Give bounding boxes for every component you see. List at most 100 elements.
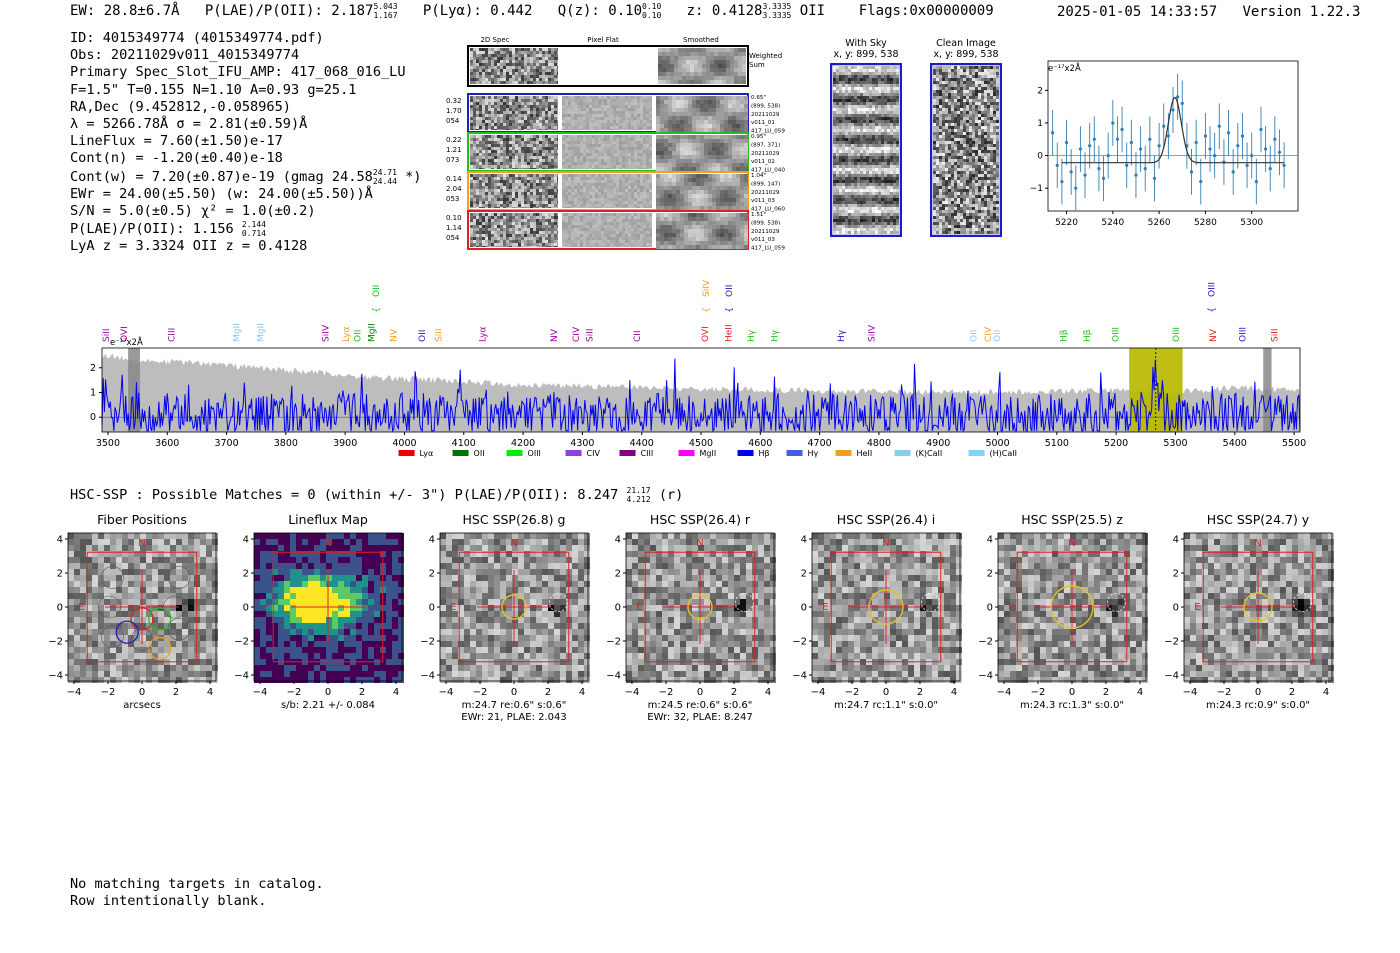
- cutout-pixel: [572, 671, 578, 677]
- lineflux-pixel: [356, 551, 362, 557]
- compass-e: E: [1194, 602, 1200, 613]
- cutout-pixel: [104, 677, 110, 683]
- cutout-pixel: [572, 635, 578, 641]
- cutout-pixel: [1046, 611, 1052, 617]
- cutout-pixel: [1322, 551, 1328, 557]
- cutout-pixel: [482, 593, 488, 599]
- cutout-pixel: [1298, 611, 1304, 617]
- lineflux-pixel: [320, 617, 326, 623]
- cutout-pixel: [626, 647, 632, 653]
- cutout-pixel: [1004, 587, 1010, 593]
- cutout-pixel: [656, 629, 662, 635]
- cutout-pixel: [1190, 641, 1196, 647]
- cutout-pixel: [956, 665, 962, 671]
- cutout-pixel: [908, 617, 914, 623]
- lineflux-pixel: [338, 557, 344, 563]
- lineflux-pixel: [290, 575, 296, 581]
- fiber-circle-neighbor: [98, 595, 121, 619]
- lineflux-pixel: [386, 659, 392, 665]
- lineflux-pixel: [362, 569, 368, 575]
- cutout-pixel: [740, 563, 746, 569]
- cutout-pixel: [1028, 545, 1034, 551]
- cutout-pixel: [950, 545, 956, 551]
- cutout-pixel: [1202, 545, 1208, 551]
- cutout-pixel: [1184, 617, 1190, 623]
- cutout-pixel: [668, 605, 674, 611]
- compass-n: N: [510, 538, 517, 549]
- hsc-panel-caption: arcsecs: [123, 700, 161, 711]
- cutout-pixel: [506, 653, 512, 659]
- cutout-pixel: [770, 647, 776, 653]
- cutout-pixel: [1268, 563, 1274, 569]
- cutout-pixel: [74, 575, 80, 581]
- cutout-pixel: [764, 635, 770, 641]
- cutout-pixel: [1274, 623, 1280, 629]
- cutout-pixel: [1010, 539, 1016, 545]
- cutout-pixel: [74, 659, 80, 665]
- cutout-pixel: [812, 545, 818, 551]
- lineflux-pixel: [392, 575, 398, 581]
- cutout-pixel: [950, 635, 956, 641]
- cutout-pixel: [728, 617, 734, 623]
- cutout-pixel: [1238, 569, 1244, 575]
- cutout-pixel: [110, 563, 116, 569]
- cutout-pixel: [698, 677, 704, 683]
- cutout-pixel: [1040, 605, 1046, 611]
- cutout-pixel: [458, 653, 464, 659]
- lineflux-pixel: [332, 653, 338, 659]
- cutout-pixel: [668, 611, 674, 617]
- cutout-pixel: [770, 587, 776, 593]
- cutout-pixel: [662, 677, 668, 683]
- cutout-pixel: [1232, 551, 1238, 557]
- fit-point: [1101, 176, 1106, 180]
- cutout-pixel: [128, 665, 134, 671]
- lineflux-pixel: [344, 641, 350, 647]
- cutout-pixel: [884, 551, 890, 557]
- cutout-pixel: [842, 533, 848, 539]
- cutout-pixel: [1196, 605, 1202, 611]
- cutout-pixel: [662, 641, 668, 647]
- cutout-pixel: [452, 647, 458, 653]
- cutout-pixel: [878, 653, 884, 659]
- cutout-pixel: [1124, 665, 1130, 671]
- header-summary: EW: 28.8±6.7Å P(LAE)/P(OII): 2.187 5.043 1…: [70, 2, 994, 20]
- lineflux-pixel: [350, 557, 356, 563]
- cutout-pixel: [1118, 557, 1124, 563]
- cutout-pixel: [626, 629, 632, 635]
- cutout-pixel: [1196, 677, 1202, 683]
- cutout-pixel: [650, 539, 656, 545]
- cutout-pixel: [650, 671, 656, 677]
- cutout-pixel: [584, 653, 590, 659]
- lineflux-pixel: [290, 593, 296, 599]
- cutout-pixel: [188, 611, 194, 617]
- cutout-pixel: [1298, 677, 1304, 683]
- header-z-suffix: OII: [799, 3, 826, 19]
- emission-line-label-text: OVI: [701, 326, 711, 342]
- cutout-pixel: [1286, 647, 1292, 653]
- cutout-pixel: [824, 623, 830, 629]
- cutout-pixel: [206, 533, 212, 539]
- cutout-pixel: [518, 599, 524, 605]
- cutout-pixel: [632, 635, 638, 641]
- cutout-pixel: [1316, 545, 1322, 551]
- cutout-pixel: [1118, 545, 1124, 551]
- hsc-panel-caption: s/b: 2.21 +/- 0.084: [281, 700, 375, 711]
- cutout-pixel: [122, 599, 128, 605]
- cutout-pixel: [848, 545, 854, 551]
- fit-point: [1189, 170, 1194, 174]
- cutout-pixel: [1130, 533, 1136, 539]
- cutout-pixel: [164, 575, 170, 581]
- cutout-pixel: [1250, 551, 1256, 557]
- hsc-xtick-label: 2: [917, 687, 923, 698]
- cutout-pixel: [1136, 605, 1142, 611]
- cutout-pixel: [740, 593, 746, 599]
- cutout-pixel: [836, 635, 842, 641]
- lineflux-pixel: [272, 647, 278, 653]
- cutout-pixel: [860, 551, 866, 557]
- cutout-pixel: [1202, 647, 1208, 653]
- cutout-pixel: [554, 551, 560, 557]
- cutout-pixel: [764, 557, 770, 563]
- emission-line-label-text: OII: [725, 285, 735, 297]
- cutout-pixel: [998, 575, 1004, 581]
- cutout-pixel: [110, 557, 116, 563]
